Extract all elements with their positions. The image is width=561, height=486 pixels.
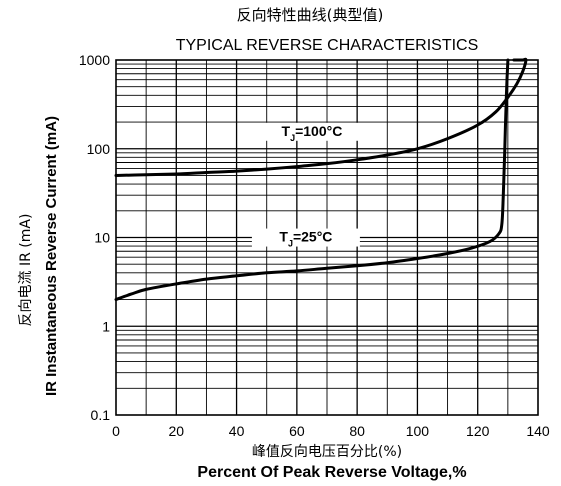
annotation-1: TJ=25°C bbox=[279, 229, 332, 249]
y-tick-label: 0.1 bbox=[91, 407, 111, 423]
x-axis-label-zh: 峰值反向电压百分比(%) bbox=[252, 444, 402, 460]
curves bbox=[114, 57, 528, 301]
chart-title-zh: 反向特性曲线(典型值) bbox=[237, 6, 384, 24]
x-tick-label: 120 bbox=[466, 423, 490, 439]
x-axis-label: Percent Of Peak Reverse Voltage,% bbox=[197, 464, 466, 481]
y-axis-label-zh: 反向电流 IR (mA) bbox=[18, 214, 34, 327]
x-tick-label: 140 bbox=[526, 423, 550, 439]
y-tick-label: 10 bbox=[94, 230, 110, 246]
x-tick-label: 100 bbox=[406, 423, 430, 439]
x-tick-labels: 0 20 40 60 80 100 120 140 bbox=[112, 423, 550, 439]
chart-title: TYPICAL REVERSE CHARACTERISTICS bbox=[176, 37, 479, 54]
y-tick-labels: 0.1 1 10 100 1000 bbox=[79, 52, 110, 423]
curve-annotations: TJ=100°C TJ=25°C bbox=[251, 122, 366, 249]
x-tick-label: 80 bbox=[349, 423, 365, 439]
x-tick-label: 20 bbox=[168, 423, 184, 439]
y-tick-label: 100 bbox=[87, 141, 111, 157]
y-axis-label: IR Instantaneous Reverse Current (mA) bbox=[43, 116, 60, 396]
annotation-background bbox=[251, 228, 360, 247]
y-tick-label: 1000 bbox=[79, 52, 110, 68]
annotation-0: TJ=100°C bbox=[282, 123, 343, 143]
x-tick-label: 0 bbox=[112, 423, 120, 439]
series-line-1 bbox=[114, 58, 510, 301]
x-tick-label: 60 bbox=[289, 423, 305, 439]
y-tick-label: 1 bbox=[102, 318, 110, 334]
annotation-background bbox=[257, 122, 366, 141]
series-line-0 bbox=[114, 57, 528, 177]
x-tick-label: 40 bbox=[229, 423, 245, 439]
